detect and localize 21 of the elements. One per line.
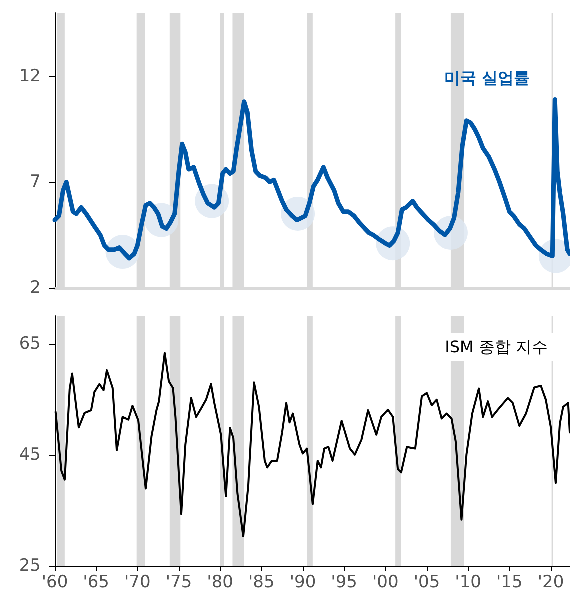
x-tick-label: '20: [538, 572, 564, 592]
x-tick-label: '65: [83, 572, 110, 592]
x-tick-label: '60: [42, 572, 68, 592]
series-label: ISM 종합 지수: [445, 338, 548, 356]
x-tick-label: '05: [414, 572, 440, 592]
y-tick-label: 25: [19, 556, 41, 576]
x-tick-label: '10: [455, 572, 482, 592]
y-tick-label: 7: [30, 172, 41, 192]
x-tick-label: '00: [372, 572, 399, 592]
x-tick-label: '80: [207, 572, 234, 592]
x-tick-label: '85: [248, 572, 275, 592]
x-tick-label: '90: [290, 572, 316, 592]
x-tick-label: '95: [331, 572, 358, 592]
y-tick-label: 65: [19, 334, 41, 354]
series-label: 미국 실업률: [444, 68, 530, 88]
x-tick-label: '15: [496, 572, 523, 592]
y-tick-label: 45: [19, 444, 41, 465]
x-tick-label: '75: [166, 572, 192, 592]
y-tick-label: 2: [30, 278, 41, 298]
x-tick-label: '70: [124, 572, 151, 592]
y-tick-label: 12: [19, 66, 41, 86]
